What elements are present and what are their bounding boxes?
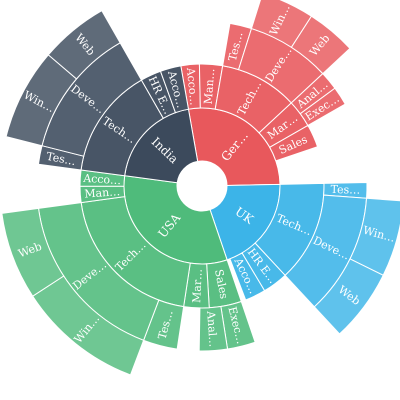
sunburst-usa-sales-label: Sales bbox=[212, 268, 231, 300]
sunburst-germany-management-label: Man… bbox=[202, 68, 218, 105]
sunburst-germany-sales-segment[interactable] bbox=[269, 124, 319, 162]
sunburst-usa-marketing-label: Mar… bbox=[190, 269, 205, 304]
sunburst-usa-management-label: Man… bbox=[84, 185, 121, 200]
sunburst-india-accounts-segment[interactable] bbox=[159, 65, 190, 114]
sunburst-uk-technology-testing-label: Tes… bbox=[330, 183, 360, 197]
sunburst-germany-technology-development-web-segment[interactable] bbox=[290, 15, 351, 75]
sunburst-usa-accounts-label: Acco… bbox=[82, 172, 122, 187]
sunburst-india-technology-development-web-segment[interactable] bbox=[47, 9, 121, 80]
sunburst-india-technology-testing-label: Tes… bbox=[45, 150, 77, 168]
sunburst-usa-technology-development-web-segment[interactable] bbox=[1, 207, 65, 297]
sunburst-uk-technology-development-web-segment[interactable] bbox=[313, 258, 384, 335]
sunburst-usa-sales-analytics-label: Anal… bbox=[204, 310, 220, 348]
sunburst-uk-accounts-segment[interactable] bbox=[229, 252, 266, 301]
sunburst-germany-accounts-label: Acco… bbox=[184, 66, 201, 106]
